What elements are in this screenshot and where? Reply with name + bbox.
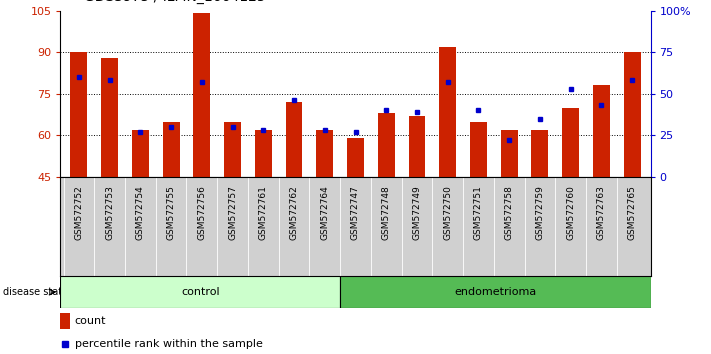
Bar: [60, 276, 340, 308]
Bar: [378, 113, 395, 177]
Bar: [340, 276, 651, 308]
Bar: [562, 108, 579, 177]
Text: GSM572765: GSM572765: [628, 185, 636, 240]
Text: GSM572750: GSM572750: [443, 185, 452, 240]
Text: GSM572752: GSM572752: [75, 185, 83, 240]
Bar: [255, 130, 272, 177]
Bar: [501, 130, 518, 177]
Text: GSM572758: GSM572758: [505, 185, 513, 240]
Text: GSM572754: GSM572754: [136, 185, 145, 240]
Text: GSM572747: GSM572747: [351, 185, 360, 240]
Bar: [224, 121, 241, 177]
Bar: [593, 85, 610, 177]
Text: GSM572753: GSM572753: [105, 185, 114, 240]
Text: GSM572751: GSM572751: [474, 185, 483, 240]
Text: GSM572748: GSM572748: [382, 185, 391, 240]
Text: GSM572761: GSM572761: [259, 185, 268, 240]
Text: control: control: [181, 287, 220, 297]
Bar: [163, 121, 180, 177]
Bar: [470, 121, 487, 177]
Bar: [60, 313, 70, 329]
Text: GSM572764: GSM572764: [320, 185, 329, 240]
Text: count: count: [75, 316, 106, 326]
Bar: [101, 58, 118, 177]
Bar: [286, 102, 302, 177]
Bar: [193, 13, 210, 177]
Text: GSM572762: GSM572762: [289, 185, 299, 240]
Bar: [316, 130, 333, 177]
Bar: [70, 52, 87, 177]
Bar: [531, 130, 548, 177]
Bar: [347, 138, 364, 177]
Bar: [439, 47, 456, 177]
Text: endometrioma: endometrioma: [454, 287, 537, 297]
Bar: [409, 116, 425, 177]
Bar: [624, 52, 641, 177]
Text: GSM572757: GSM572757: [228, 185, 237, 240]
Text: GSM572749: GSM572749: [412, 185, 422, 240]
Bar: [132, 130, 149, 177]
Text: GSM572760: GSM572760: [566, 185, 575, 240]
Text: GSM572759: GSM572759: [535, 185, 545, 240]
Text: GSM572763: GSM572763: [597, 185, 606, 240]
Text: GSM572756: GSM572756: [198, 185, 206, 240]
Text: GSM572755: GSM572755: [166, 185, 176, 240]
Text: GDS3975 / ILMN_1664125: GDS3975 / ILMN_1664125: [84, 0, 266, 4]
Text: disease state: disease state: [3, 287, 68, 297]
Text: percentile rank within the sample: percentile rank within the sample: [75, 339, 262, 349]
